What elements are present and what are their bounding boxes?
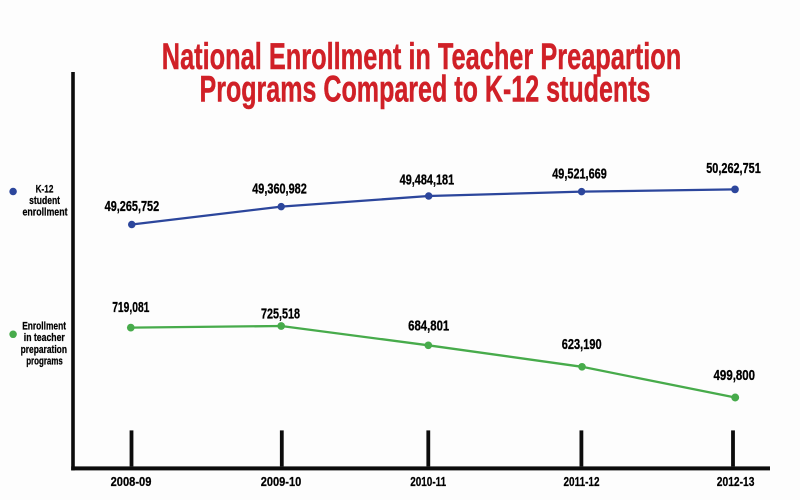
svg-text:2010-11: 2010-11 [410,474,446,489]
svg-text:2012-13: 2012-13 [717,474,755,489]
svg-text:50,262,751: 50,262,751 [706,161,761,177]
svg-text:725,518: 725,518 [261,306,300,322]
svg-text:719,081: 719,081 [112,300,149,316]
svg-text:programs: programs [26,356,63,368]
svg-text:Enrollment: Enrollment [22,320,66,332]
svg-text:in teacher: in teacher [24,332,65,344]
svg-text:499,800: 499,800 [714,368,756,384]
svg-text:49,265,752: 49,265,752 [105,199,160,215]
svg-text:National Enrollment in Teacher: National Enrollment in Teacher Preaparti… [162,36,682,77]
svg-text:49,521,669: 49,521,669 [552,166,607,182]
svg-text:49,360,982: 49,360,982 [252,181,307,197]
svg-text:student: student [29,195,60,207]
svg-text:preparation: preparation [21,344,67,356]
svg-text:enrollment: enrollment [23,206,68,218]
svg-text:684,801: 684,801 [408,318,449,334]
svg-text:2011-12: 2011-12 [564,474,600,489]
svg-text:49,484,181: 49,484,181 [400,172,455,188]
svg-text:Programs Compared to K-12 stud: Programs Compared to K-12 students [200,68,651,109]
svg-text:2008-09: 2008-09 [111,474,152,489]
svg-text:623,190: 623,190 [562,337,602,353]
svg-text:2009-10: 2009-10 [261,474,302,489]
svg-text:K-12: K-12 [36,183,54,195]
